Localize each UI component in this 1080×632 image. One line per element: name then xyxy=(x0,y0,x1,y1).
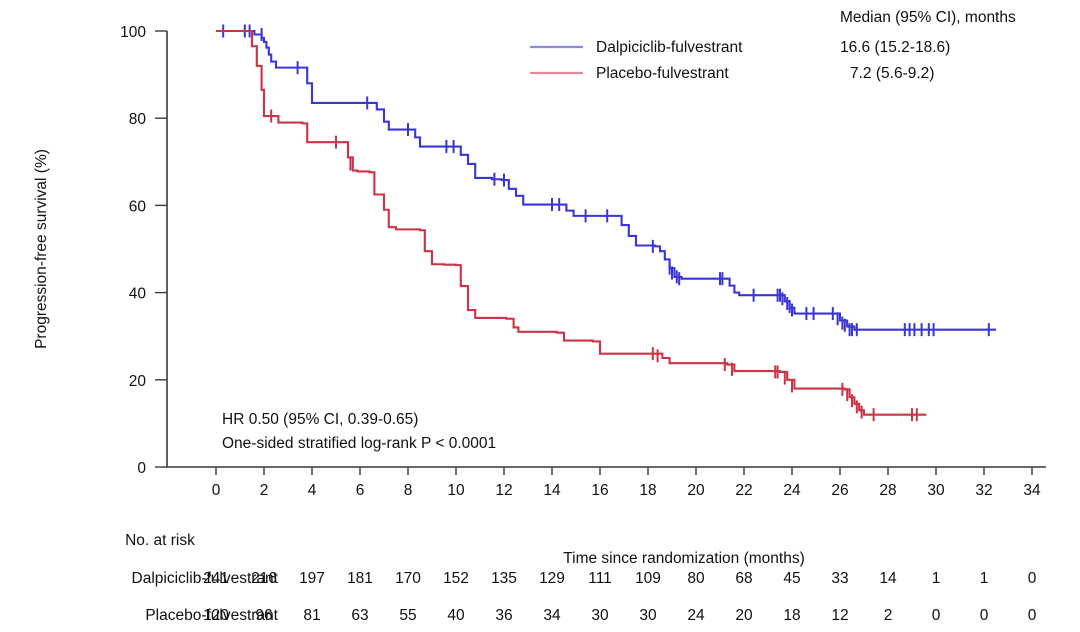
risk-cell: 45 xyxy=(783,570,800,587)
risk-cell: 40 xyxy=(447,607,465,624)
x-tick-label: 20 xyxy=(687,482,705,499)
x-tick-label: 18 xyxy=(639,482,656,499)
y-axis-title: Progression-free survival (%) xyxy=(33,149,50,349)
risk-cell: 14 xyxy=(879,570,897,587)
risk-cell: 96 xyxy=(255,607,272,624)
x-tick-label: 10 xyxy=(447,482,465,499)
risk-cell: 30 xyxy=(639,607,657,624)
y-tick-label: 40 xyxy=(129,286,147,303)
risk-cell: 135 xyxy=(491,570,517,587)
pvalue-annotation: One-sided stratified log-rank P < 0.0001 xyxy=(222,435,496,452)
x-tick-label: 22 xyxy=(735,482,752,499)
x-tick-label: 24 xyxy=(783,482,801,499)
hr-annotation: HR 0.50 (95% CI, 0.39-0.65) xyxy=(222,411,418,428)
risk-cell: 216 xyxy=(251,570,277,587)
x-tick-label: 34 xyxy=(1023,482,1041,499)
risk-cell: 197 xyxy=(299,570,325,587)
legend-median-0: 16.6 (15.2-18.6) xyxy=(840,39,950,56)
x-tick-label: 4 xyxy=(308,482,317,499)
risk-cell: 1 xyxy=(932,570,941,587)
risk-cell: 55 xyxy=(399,607,416,624)
risk-cell: 24 xyxy=(687,607,705,624)
risk-cell: 20 xyxy=(735,607,753,624)
legend-header: Median (95% CI), months xyxy=(840,9,1016,26)
risk-cell: 0 xyxy=(1028,607,1037,624)
plot-axes xyxy=(166,31,1046,468)
risk-cell: 1 xyxy=(980,570,989,587)
risk-cell: 30 xyxy=(591,607,609,624)
risk-cell: 120 xyxy=(203,607,229,624)
y-tick-label: 80 xyxy=(129,111,147,128)
x-tick-label: 8 xyxy=(404,482,413,499)
risk-cell: 33 xyxy=(831,570,848,587)
risk-table-title: No. at risk xyxy=(125,532,195,549)
risk-cell: 0 xyxy=(980,607,989,624)
y-tick-label: 0 xyxy=(137,460,146,477)
legend-median-1: 7.2 (5.6-9.2) xyxy=(850,65,934,82)
risk-cell: 80 xyxy=(687,570,705,587)
y-tick-label: 20 xyxy=(129,373,147,390)
risk-cell: 111 xyxy=(588,570,612,587)
risk-cell: 63 xyxy=(351,607,368,624)
risk-row-label-1: Placebo-fulvestrant xyxy=(145,607,278,624)
survival-curve-placebo xyxy=(216,29,927,416)
risk-cell: 241 xyxy=(203,570,229,587)
legend-label-1: Placebo-fulvestrant xyxy=(596,65,729,82)
risk-cell: 36 xyxy=(495,607,512,624)
risk-cell: 68 xyxy=(735,570,752,587)
x-tick-label: 28 xyxy=(879,482,896,499)
x-tick-label: 32 xyxy=(975,482,992,499)
risk-cell: 170 xyxy=(395,570,421,587)
risk-cell: 18 xyxy=(783,607,800,624)
x-tick-label: 26 xyxy=(831,482,848,499)
x-tick-label: 12 xyxy=(495,482,512,499)
x-tick-label: 0 xyxy=(212,482,221,499)
x-tick-label: 2 xyxy=(260,482,269,499)
x-tick-label: 16 xyxy=(591,482,608,499)
y-tick-label: 100 xyxy=(120,24,146,41)
risk-row-label-0: Dalpiciclib-fulvestrant xyxy=(132,570,279,587)
x-tick-label: 6 xyxy=(356,482,365,499)
risk-cell: 34 xyxy=(543,607,561,624)
risk-cell: 0 xyxy=(932,607,941,624)
risk-cell: 2 xyxy=(884,607,893,624)
risk-cell: 12 xyxy=(831,607,848,624)
risk-cell: 0 xyxy=(1028,570,1037,587)
x-tick-label: 14 xyxy=(543,482,561,499)
risk-cell: 109 xyxy=(635,570,661,587)
x-tick-label: 30 xyxy=(927,482,945,499)
y-tick-label: 60 xyxy=(129,198,147,215)
risk-cell: 181 xyxy=(347,570,373,587)
risk-cell: 152 xyxy=(443,570,469,587)
x-axis-title: Time since randomization (months) xyxy=(563,550,804,567)
risk-cell: 81 xyxy=(303,607,320,624)
risk-cell: 129 xyxy=(539,570,565,587)
legend-label-0: Dalpiciclib-fulvestrant xyxy=(596,39,743,56)
